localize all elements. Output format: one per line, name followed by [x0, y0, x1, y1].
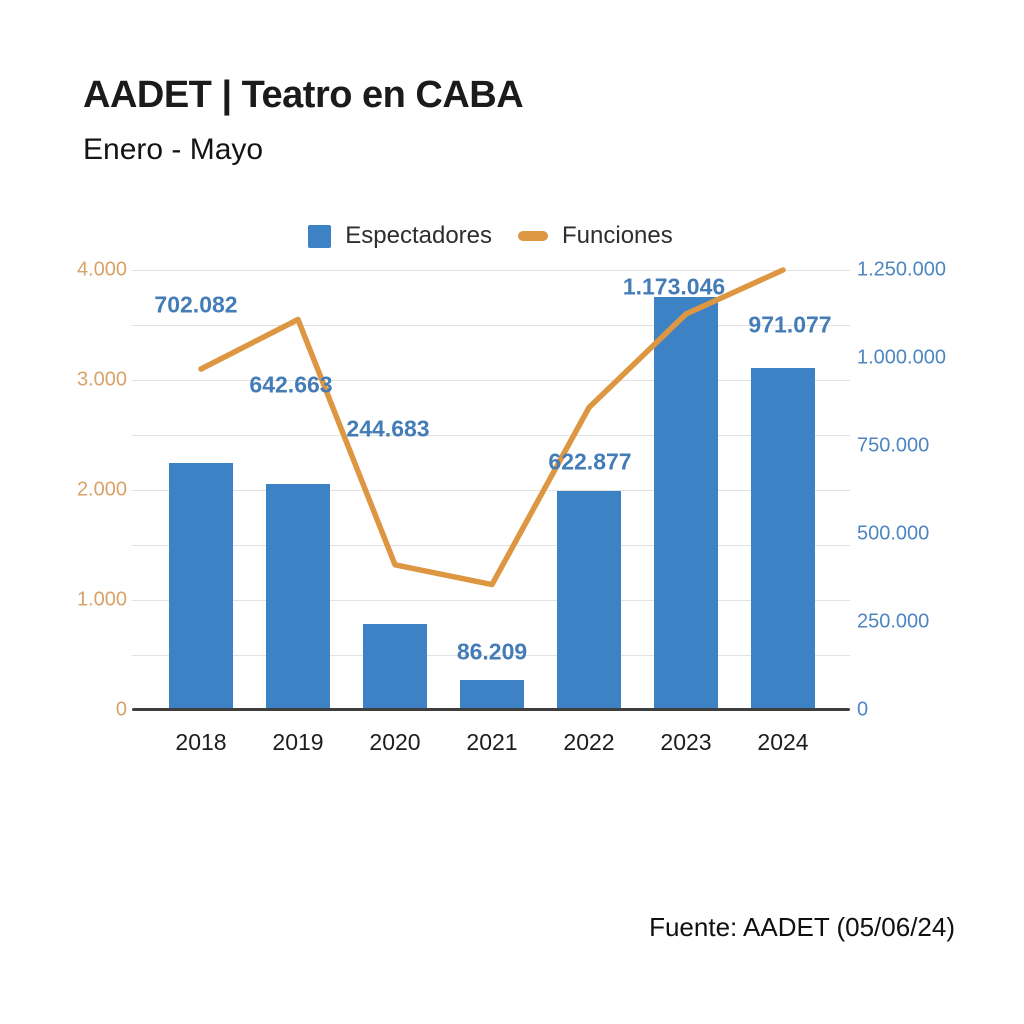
gridline-3500 — [132, 325, 850, 326]
chart-plot-area — [132, 267, 850, 711]
legend-item-funciones: Funciones — [518, 222, 673, 250]
espectadores-swatch-icon — [308, 224, 332, 248]
source-note: Fuente: AADET (05/06/24) — [649, 912, 955, 942]
x-axis-label-2020: 2020 — [369, 729, 421, 755]
value-label-2022: 622.877 — [548, 448, 632, 475]
x-axis-label-2022: 2022 — [563, 729, 615, 755]
legend-label-espectadores: Espectadores — [345, 222, 493, 249]
page-title: AADET | Teatro en CABA — [83, 74, 524, 116]
right-axis-tick-500.000: 500.000 — [857, 522, 930, 545]
bar-2024 — [751, 368, 815, 710]
right-axis-tick-0: 0 — [857, 698, 869, 721]
value-label-2018: 702.082 — [154, 291, 238, 318]
bar-2021 — [460, 679, 524, 710]
value-label-2023: 1.173.046 — [622, 273, 726, 300]
gridline-1000 — [132, 600, 850, 601]
x-axis-label-2023: 2023 — [660, 729, 712, 755]
x-axis-line — [132, 708, 850, 711]
right-axis-tick-1.250.000: 1.250.000 — [857, 258, 946, 281]
right-axis-tick-1.000.000: 1.000.000 — [857, 346, 946, 369]
gridline-2000 — [132, 490, 850, 491]
chart-legend: Espectadores Funciones — [135, 220, 846, 252]
value-label-2019: 642.663 — [249, 371, 333, 398]
bar-2022 — [557, 490, 621, 710]
left-axis-tick-4.000: 4.000 — [76, 258, 127, 281]
funciones-line — [198, 267, 786, 588]
value-label-2024: 971.077 — [748, 311, 832, 338]
right-axis-tick-750.000: 750.000 — [857, 434, 930, 457]
gridline-500 — [132, 655, 850, 656]
left-axis-tick-3.000: 3.000 — [76, 368, 127, 391]
legend-item-espectadores: Espectadores — [308, 222, 492, 250]
left-axis-tick-2.000: 2.000 — [76, 478, 127, 501]
x-axis-label-2019: 2019 — [272, 729, 324, 755]
gridline-4000 — [132, 270, 850, 271]
page-subtitle: Enero - Mayo — [83, 133, 264, 166]
gridline-1500 — [132, 545, 850, 546]
bar-2019 — [266, 483, 330, 710]
x-axis-label-2018: 2018 — [175, 729, 227, 755]
value-label-2020: 244.683 — [346, 415, 430, 442]
right-axis-tick-250.000: 250.000 — [857, 610, 930, 633]
value-label-2021: 86.209 — [456, 638, 528, 665]
x-axis-label-2021: 2021 — [466, 729, 518, 755]
funciones-swatch-icon — [518, 231, 549, 241]
x-axis-label-2024: 2024 — [757, 729, 809, 755]
left-axis-tick-1.000: 1.000 — [76, 588, 127, 611]
bar-2018 — [169, 462, 233, 710]
bar-2023 — [654, 297, 718, 710]
legend-label-funciones: Funciones — [562, 222, 673, 249]
gridline-3000 — [132, 380, 850, 381]
gridline-2500 — [132, 435, 850, 436]
bar-2020 — [363, 623, 427, 710]
left-axis-tick-0: 0 — [115, 698, 127, 721]
